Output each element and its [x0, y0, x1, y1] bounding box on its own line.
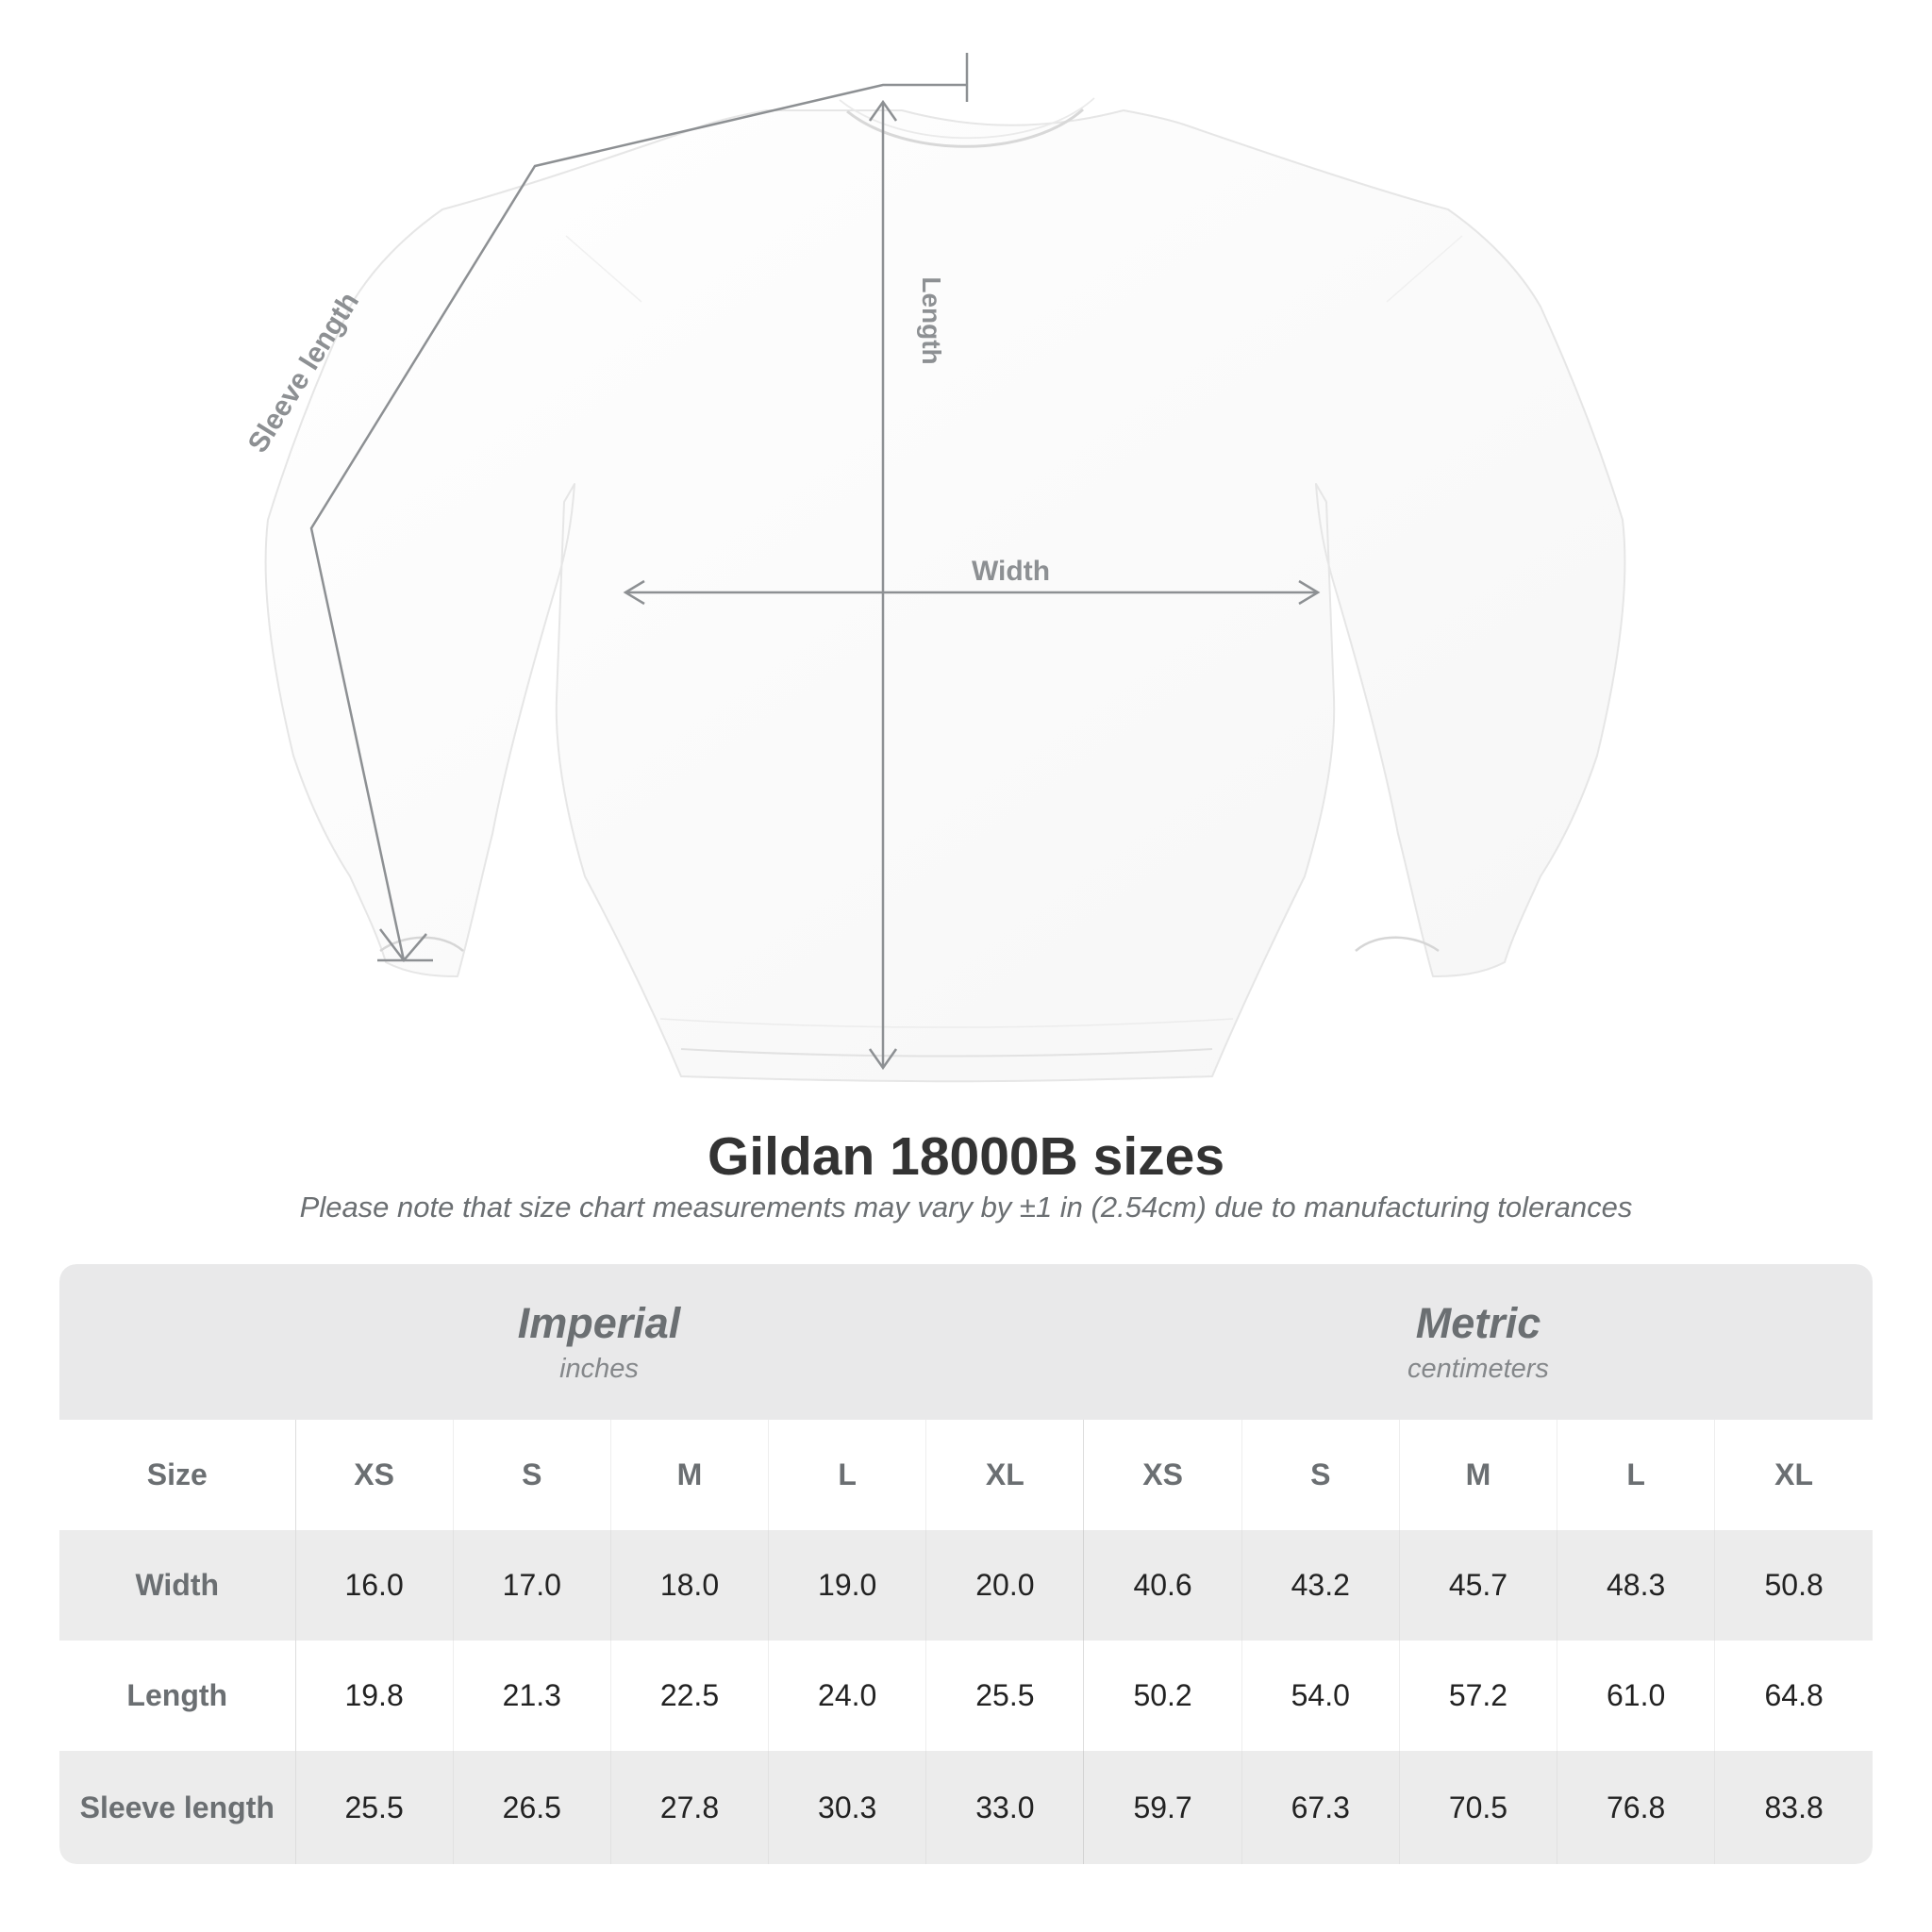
svg-text:Length: Length — [917, 276, 946, 364]
svg-text:Width: Width — [972, 556, 1050, 587]
